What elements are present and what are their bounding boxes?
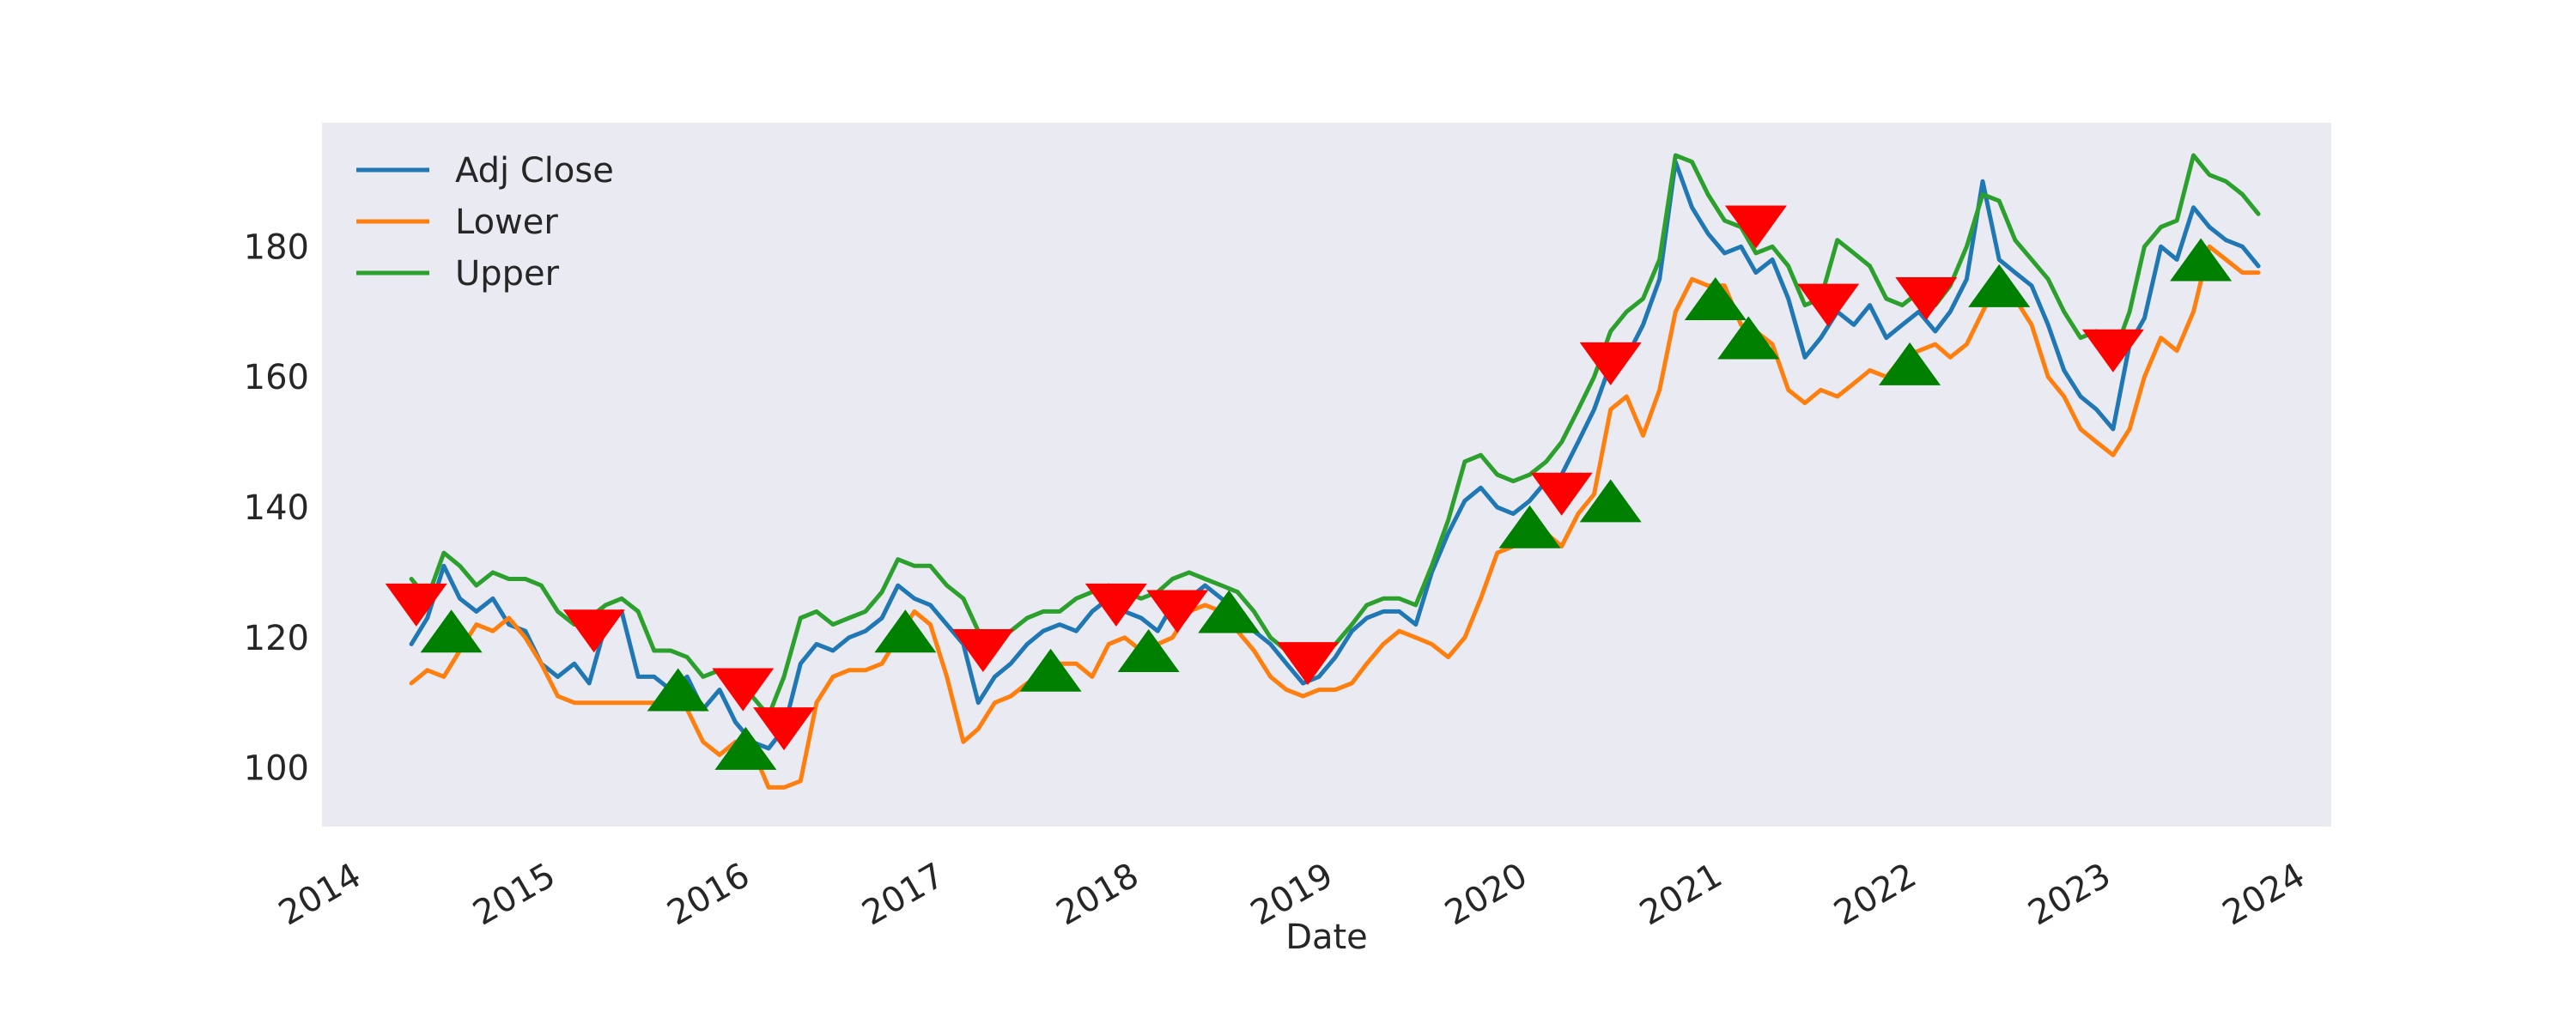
x-tick-label: 2016 xyxy=(661,856,756,934)
buy-signal-marker xyxy=(1684,277,1747,320)
buy-signal-marker xyxy=(1879,342,1941,385)
legend-label-lower: Lower xyxy=(455,203,558,242)
sell-signal-marker xyxy=(1797,283,1860,327)
x-tick-label: 2018 xyxy=(1050,856,1145,934)
y-tick-label: 140 xyxy=(244,488,309,528)
sell-signal-marker xyxy=(1895,277,1958,320)
sell-signal-marker xyxy=(562,609,625,653)
plot-area xyxy=(322,123,2331,827)
buy-signal-marker xyxy=(1198,590,1261,633)
x-tick-label: 2020 xyxy=(1438,856,1534,934)
series-line-lower xyxy=(409,244,2261,790)
sell-signal-marker xyxy=(1146,590,1209,633)
sell-signal-marker xyxy=(951,629,1014,672)
buy-signal-marker xyxy=(714,726,777,770)
sell-signal-marker xyxy=(712,668,775,712)
sell-signal-marker xyxy=(1084,583,1147,627)
sell-signal-marker xyxy=(1530,472,1593,516)
sell-signal-marker xyxy=(1276,642,1339,686)
x-tick-label: 2024 xyxy=(2216,856,2312,934)
marker-layer xyxy=(385,205,2233,770)
y-tick-label: 180 xyxy=(244,227,309,267)
y-tick-label: 100 xyxy=(244,749,309,789)
x-tick-label: 2021 xyxy=(1633,856,1728,934)
x-axis-label: Date xyxy=(1285,918,1368,957)
series-line-adj-close xyxy=(409,160,2261,751)
legend-label-upper: Upper xyxy=(455,254,560,294)
buy-signal-marker xyxy=(1579,479,1642,523)
legend-label-adj-close: Adj Close xyxy=(455,151,614,191)
sell-signal-marker xyxy=(1724,205,1787,249)
y-axis-ticks: 100 120 140 160 180 xyxy=(244,227,309,788)
buy-signal-marker xyxy=(1019,648,1082,692)
x-tick-label: 2014 xyxy=(272,856,368,934)
sell-signal-marker xyxy=(1579,342,1642,385)
x-tick-label: 2015 xyxy=(466,856,562,934)
x-tick-label: 2022 xyxy=(1827,856,1923,934)
y-tick-label: 120 xyxy=(244,619,309,658)
sell-signal-marker xyxy=(2081,329,2144,373)
x-tick-label: 2017 xyxy=(856,856,951,934)
buy-signal-marker xyxy=(1117,629,1180,672)
buy-signal-marker xyxy=(2170,238,2233,282)
buy-signal-marker xyxy=(420,609,483,653)
buy-signal-marker xyxy=(1968,264,2031,307)
buy-signal-marker xyxy=(1717,316,1780,360)
buy-signal-marker xyxy=(1498,505,1561,548)
legend: Adj Close Lower Upper xyxy=(356,151,614,294)
y-tick-label: 160 xyxy=(244,358,309,397)
buy-signal-marker xyxy=(647,668,709,712)
sell-signal-marker xyxy=(385,583,447,627)
sell-signal-marker xyxy=(753,707,816,751)
x-tick-label: 2023 xyxy=(2022,856,2117,934)
buy-signal-marker xyxy=(874,609,937,653)
